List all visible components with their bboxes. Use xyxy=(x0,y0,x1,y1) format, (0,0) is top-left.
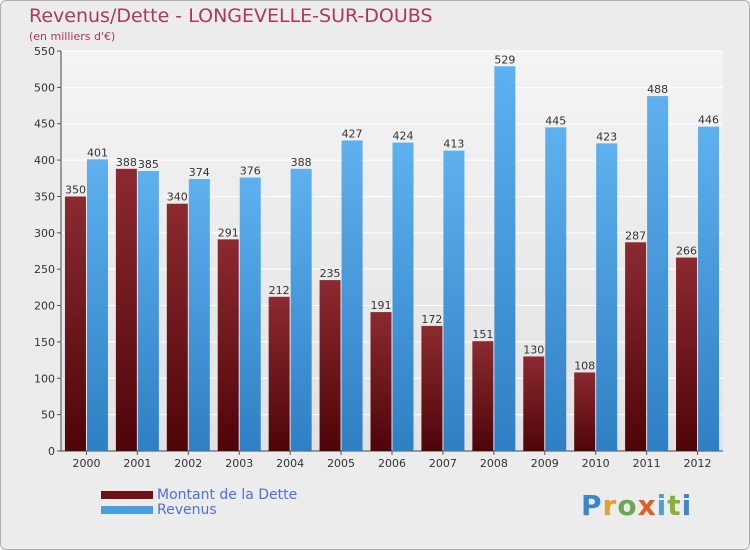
x-tick-label: 2004 xyxy=(276,457,304,470)
x-tick-label: 2000 xyxy=(72,457,100,470)
x-tick-label: 2003 xyxy=(225,457,253,470)
bar-revenus xyxy=(443,150,465,452)
y-tick-label: 400 xyxy=(34,154,55,167)
bar-debt xyxy=(625,242,647,451)
proxiti-logo: Proxiti xyxy=(581,489,693,522)
bar-revenus xyxy=(290,168,312,451)
x-tick-label: 2012 xyxy=(684,457,712,470)
x-tick-label: 2007 xyxy=(429,457,457,470)
data-label-revenus: 488 xyxy=(647,83,668,96)
bar-debt xyxy=(64,196,86,451)
data-label-debt: 130 xyxy=(523,343,544,356)
y-tick-label: 450 xyxy=(34,118,55,131)
x-tick-label: 2002 xyxy=(174,457,202,470)
bar-revenus xyxy=(392,142,414,452)
x-tick-label: 2010 xyxy=(582,457,610,470)
data-label-debt: 340 xyxy=(167,191,188,204)
bar-debt xyxy=(472,341,494,451)
data-label-revenus: 446 xyxy=(698,114,719,127)
x-tick-label: 2008 xyxy=(480,457,508,470)
x-tick-label: 2005 xyxy=(327,457,355,470)
bar-debt xyxy=(421,325,443,451)
data-label-debt: 151 xyxy=(472,328,493,341)
bar-revenus xyxy=(596,143,618,451)
legend-label-revenus: Revenus xyxy=(157,501,217,518)
legend-swatch-dette xyxy=(101,490,153,499)
x-tick-label: 2009 xyxy=(531,457,559,470)
bar-revenus xyxy=(239,177,261,451)
data-label-revenus: 385 xyxy=(138,158,159,171)
data-label-revenus: 388 xyxy=(291,156,312,169)
chart-legend: Montant de la Dette Revenus xyxy=(101,486,298,518)
plot-area xyxy=(61,51,723,451)
bar-debt xyxy=(115,168,137,451)
y-tick-label: 550 xyxy=(34,45,55,58)
data-label-debt: 350 xyxy=(65,183,86,196)
y-tick-label: 50 xyxy=(41,409,55,422)
x-tick-label: 2001 xyxy=(123,457,151,470)
bar-revenus xyxy=(137,171,159,451)
y-tick-label: 0 xyxy=(48,445,55,458)
bar-debt xyxy=(574,372,596,451)
data-label-revenus: 413 xyxy=(443,138,464,151)
y-tick-label: 150 xyxy=(34,336,55,349)
data-label-debt: 191 xyxy=(371,299,392,312)
data-label-revenus: 424 xyxy=(393,130,414,143)
bar-revenus xyxy=(494,66,516,451)
y-tick-label: 350 xyxy=(34,190,55,203)
data-label-revenus: 529 xyxy=(494,53,515,66)
bar-revenus xyxy=(698,126,720,452)
bar-debt xyxy=(166,203,188,451)
y-tick-label: 300 xyxy=(34,227,55,240)
legend-item-revenus: Revenus xyxy=(101,501,297,518)
data-label-debt: 212 xyxy=(269,284,290,297)
data-label-debt: 108 xyxy=(574,359,595,372)
y-tick-label: 200 xyxy=(34,300,55,313)
bar-debt xyxy=(319,280,341,451)
data-label-revenus: 445 xyxy=(545,114,566,127)
data-label-debt: 291 xyxy=(218,226,239,239)
chart-title: Revenus/Dette - LONGEVELLE-SUR-DOUBS xyxy=(29,5,433,27)
data-label-debt: 235 xyxy=(320,267,341,280)
x-tick-label: 2011 xyxy=(633,457,661,470)
bar-debt xyxy=(268,296,290,451)
legend-swatch-revenus xyxy=(101,505,153,514)
bar-revenus xyxy=(188,179,210,451)
bar-debt xyxy=(676,257,698,451)
data-label-debt: 266 xyxy=(676,245,697,258)
data-label-revenus: 376 xyxy=(240,165,261,178)
x-tick-label: 2006 xyxy=(378,457,406,470)
bar-revenus xyxy=(647,96,669,451)
data-label-revenus: 401 xyxy=(87,146,108,159)
y-tick-label: 500 xyxy=(34,81,55,94)
bar-debt xyxy=(370,312,392,451)
data-label-debt: 287 xyxy=(625,229,646,242)
bar-revenus xyxy=(545,127,567,451)
data-label-debt: 172 xyxy=(421,313,442,326)
legend-item-dette: Montant de la Dette xyxy=(101,486,298,503)
y-tick-label: 100 xyxy=(34,372,55,385)
bar-debt xyxy=(523,356,545,451)
bar-revenus xyxy=(86,159,108,451)
bar-revenus xyxy=(341,140,363,452)
data-label-revenus: 423 xyxy=(596,130,617,143)
y-tick-label: 250 xyxy=(34,263,55,276)
data-label-revenus: 374 xyxy=(189,166,210,179)
chart-subtitle: (en milliers d'€) xyxy=(29,30,116,43)
data-label-debt: 388 xyxy=(116,156,137,169)
bar-debt xyxy=(217,239,239,451)
data-label-revenus: 427 xyxy=(342,127,363,140)
legend-label-dette: Montant de la Dette xyxy=(157,486,298,503)
